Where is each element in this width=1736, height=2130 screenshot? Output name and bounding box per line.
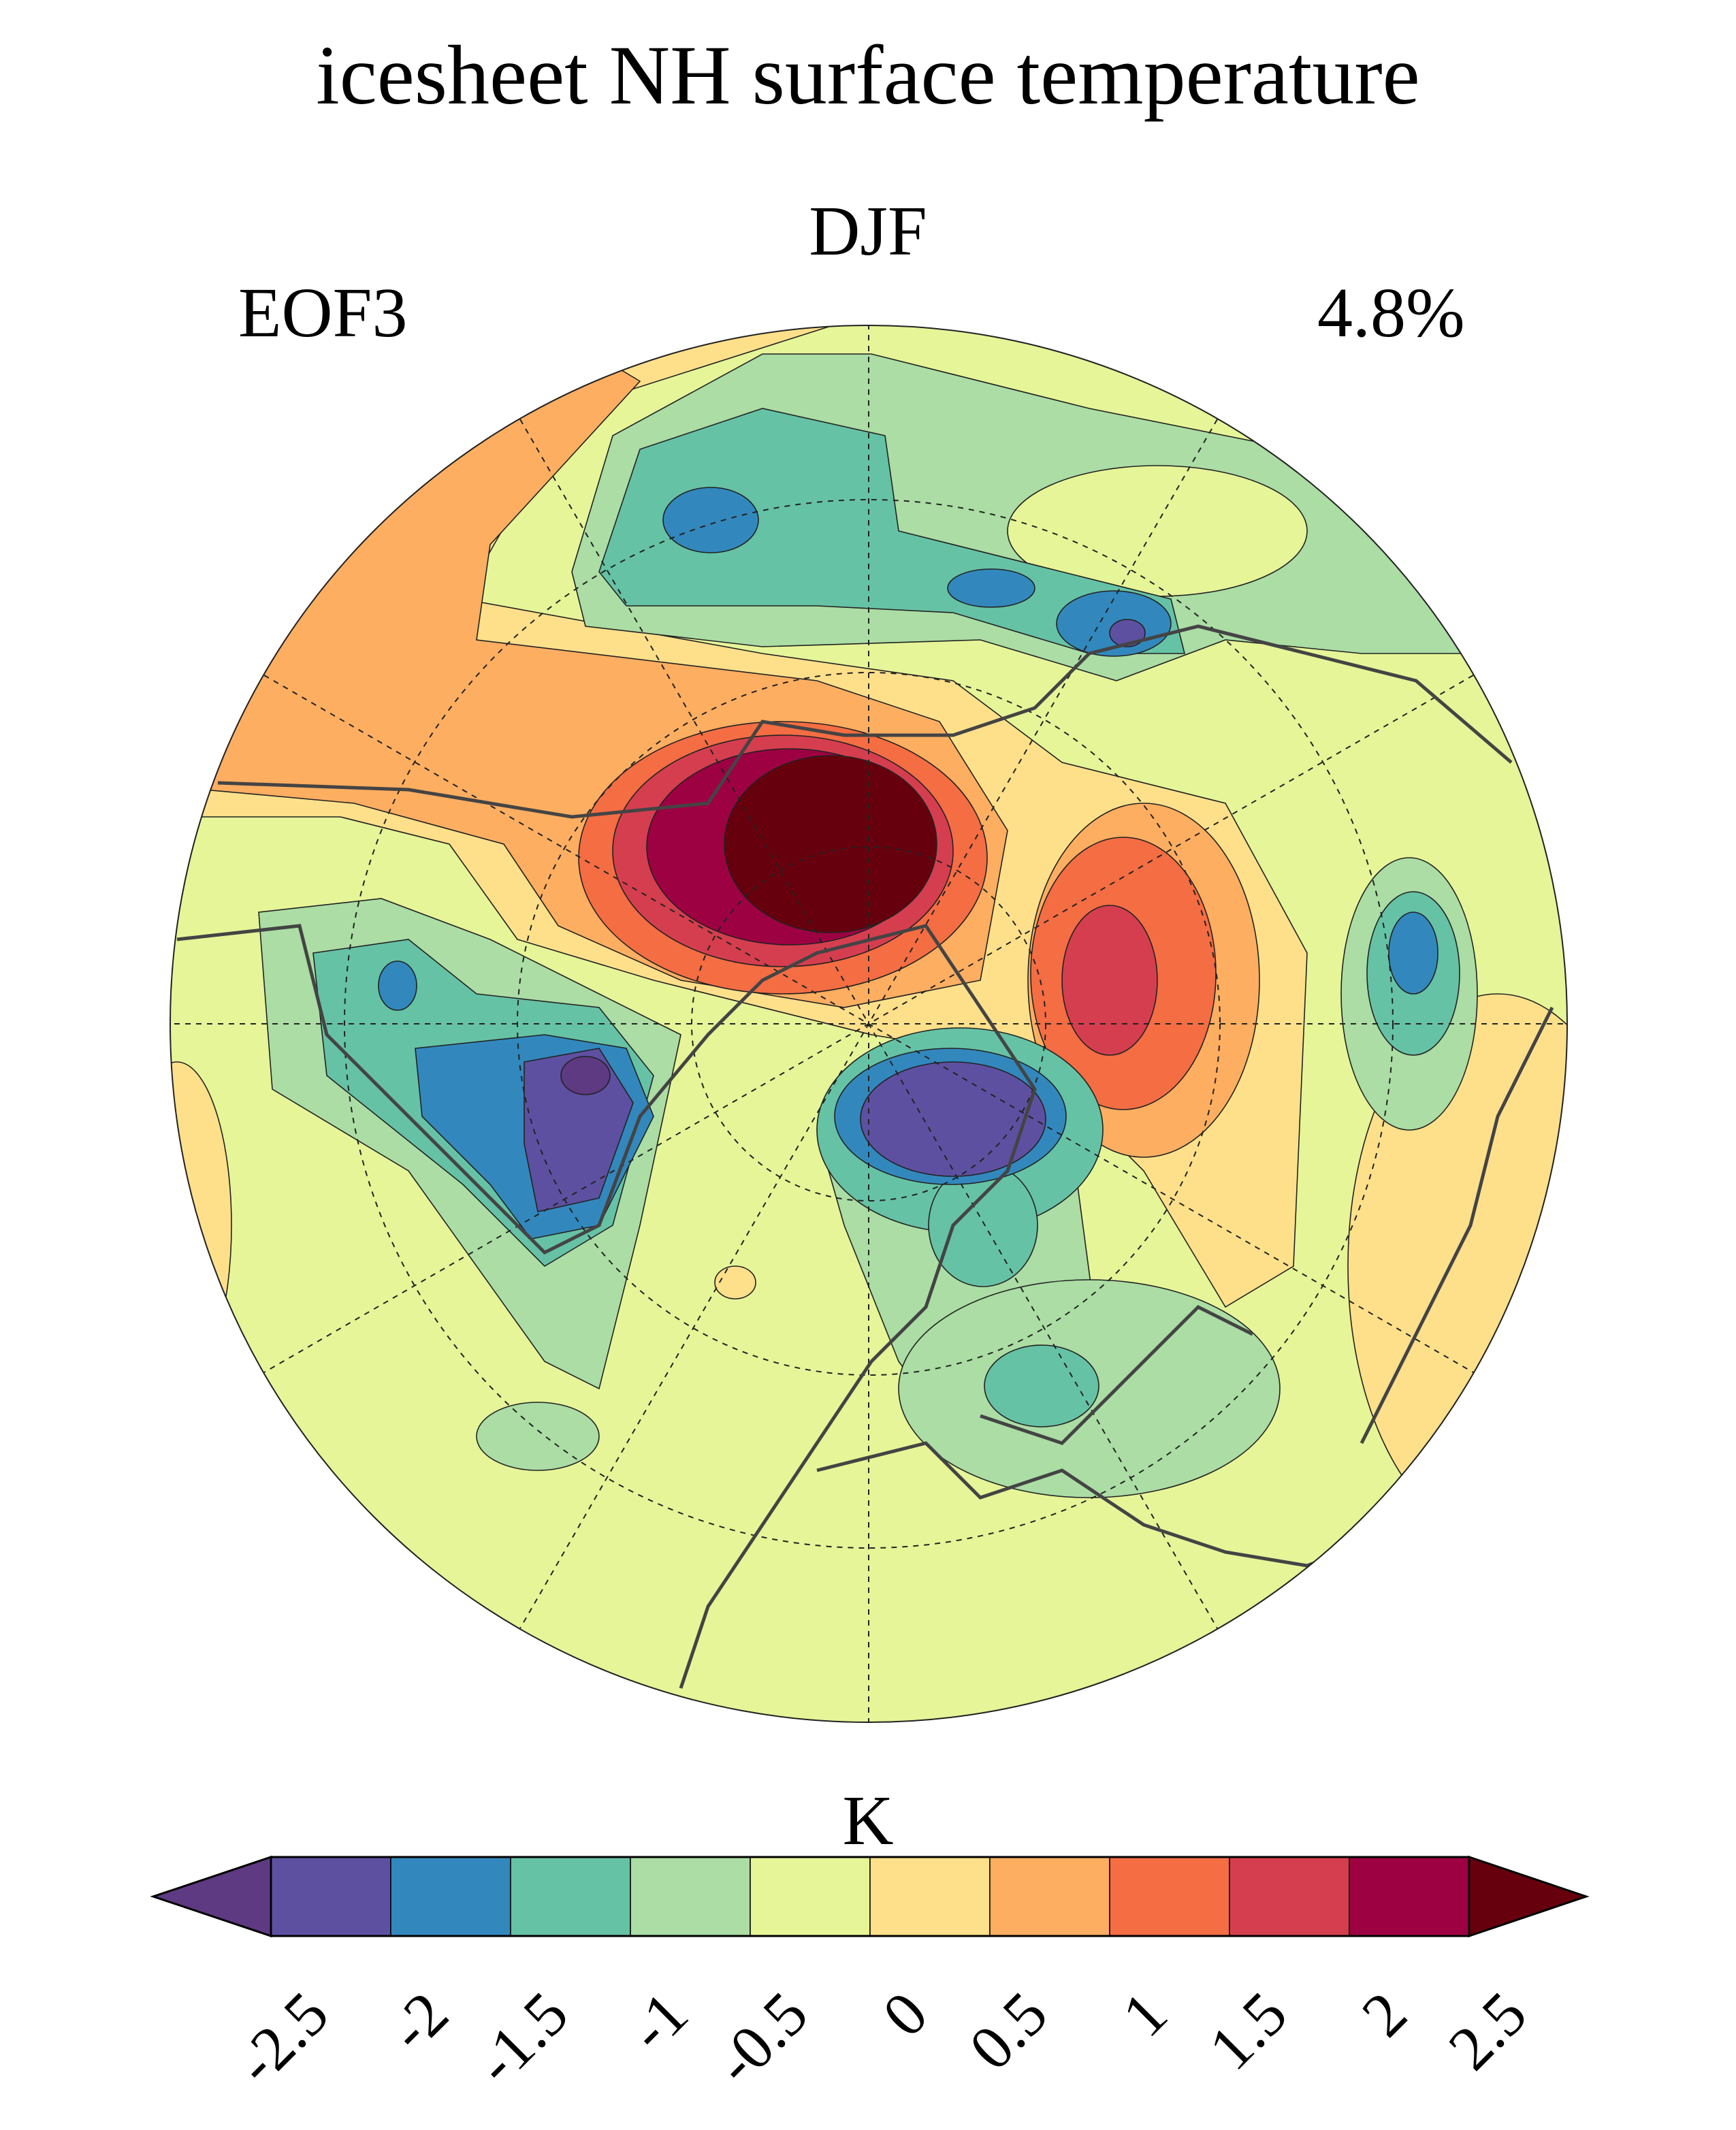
contour-region <box>378 961 417 1011</box>
colorbar-segment <box>1349 1856 1470 1937</box>
contour-region <box>598 408 1186 654</box>
colorbar-segment <box>989 1856 1110 1937</box>
colorbar-segment <box>1109 1856 1230 1937</box>
contour-region <box>662 487 759 553</box>
season-label: DJF <box>809 192 927 270</box>
map-boundary <box>170 325 1568 1723</box>
colorbar-unit: K <box>842 1781 894 1860</box>
eof-label: EOF3 <box>238 274 408 352</box>
contour-region <box>947 568 1035 608</box>
colorbar-segment <box>750 1856 871 1937</box>
colorbar-under-triangle <box>150 1855 272 1938</box>
colorbar-frame <box>270 1856 1470 1937</box>
contour-region <box>714 1265 756 1300</box>
colorbar-segment <box>270 1856 391 1937</box>
colorbar-segment <box>1229 1856 1350 1937</box>
colorbar-segment <box>869 1856 991 1937</box>
contour-fills <box>170 325 1567 1722</box>
colorbar-segment <box>390 1856 511 1937</box>
colorbar-segment <box>630 1856 751 1937</box>
colorbar-segment <box>510 1856 631 1937</box>
contour-region <box>1109 619 1146 647</box>
figure-title: icesheet NH surface temperature <box>316 29 1420 122</box>
coastlines <box>176 624 1554 1689</box>
contour-region <box>476 1402 600 1471</box>
contour-region <box>1388 911 1438 995</box>
contour-region <box>560 1056 611 1095</box>
contour-region <box>984 1344 1099 1427</box>
contour-region <box>724 755 937 933</box>
graticule <box>170 325 1567 1722</box>
contour-region <box>524 1048 634 1212</box>
colorbar-over-triangle <box>1468 1855 1590 1938</box>
contour-region <box>1061 905 1158 1056</box>
explained-variance: 4.8% <box>1317 274 1465 352</box>
